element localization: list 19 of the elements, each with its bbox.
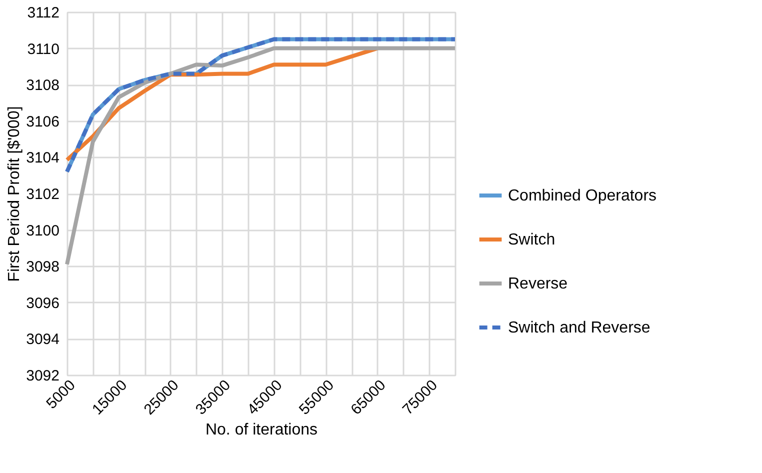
- y-tick-label: 3096: [26, 294, 60, 312]
- y-tick-label: 3110: [27, 40, 60, 58]
- legend-label: Combined Operators: [508, 188, 657, 204]
- y-tick-label: 3112: [27, 4, 60, 22]
- y-tick-label: 3098: [26, 258, 60, 276]
- line-series: [65, 46, 457, 266]
- legend-label: Switch: [508, 232, 556, 248]
- y-axis-title: First Period Profit [$'000]: [6, 106, 24, 282]
- y-tick-label: 3106: [26, 113, 60, 130]
- x-axis-title: No. of iterations: [205, 422, 318, 439]
- y-tick-label: 3104: [26, 150, 60, 167]
- legend-label: Reverse: [508, 276, 568, 292]
- y-tick-label: 3102: [26, 186, 60, 203]
- y-tick-label: 3094: [26, 331, 60, 348]
- y-tick-label: 3100: [26, 222, 60, 240]
- y-tick-label: 3108: [26, 77, 60, 94]
- legend-label: Switch and Reverse: [508, 320, 650, 336]
- line-series: [65, 37, 457, 174]
- y-tick-label: 3092: [26, 368, 60, 384]
